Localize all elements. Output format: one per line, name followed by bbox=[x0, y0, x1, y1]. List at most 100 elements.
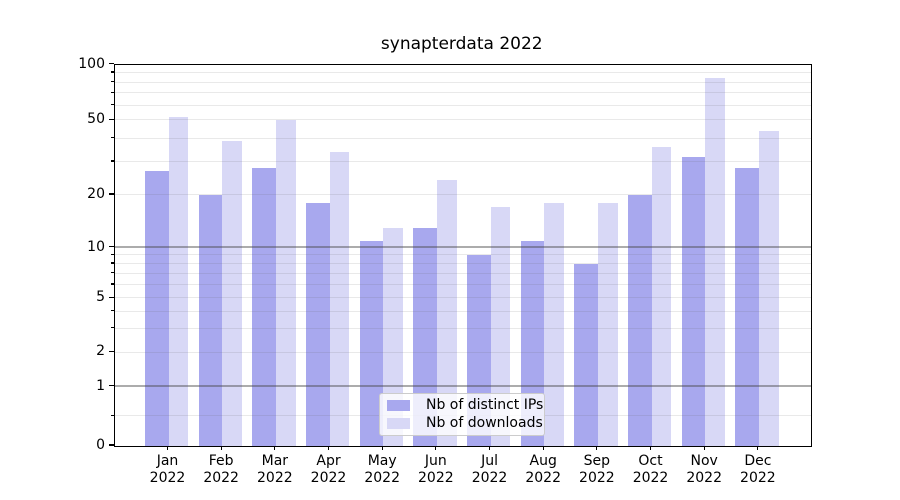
x-tick-mark-aug bbox=[542, 446, 544, 451]
x-tick-mark-jan bbox=[166, 446, 169, 451]
legend-entry-downloads: Nb of downloads bbox=[380, 415, 544, 431]
x-tick-label-nov: Nov 2022 bbox=[672, 453, 736, 489]
x-tick-mark-apr bbox=[327, 446, 330, 451]
x-tick-mark-feb bbox=[220, 446, 222, 451]
y-tick-label-2: 2 bbox=[96, 343, 105, 360]
y-gridline-minor-4 bbox=[114, 310, 811, 312]
bar-downloads-nov bbox=[705, 77, 725, 446]
x-tick-year: 2022 bbox=[364, 470, 400, 487]
bar-downloads-oct bbox=[651, 147, 672, 446]
x-tick-label-dec: Dec 2022 bbox=[726, 453, 790, 489]
y-tick-mark-0 bbox=[109, 444, 114, 446]
y-minor-tick-mark-50 bbox=[111, 118, 114, 120]
x-tick-year: 2022 bbox=[686, 470, 722, 487]
x-tick-year: 2022 bbox=[257, 470, 293, 487]
bar-downloads-mar bbox=[275, 120, 296, 446]
x-tick-year: 2022 bbox=[740, 470, 776, 487]
x-tick-month: Nov bbox=[690, 452, 718, 469]
y-minor-tick-mark-7 bbox=[111, 272, 114, 274]
x-tick-label-jul: Jul 2022 bbox=[458, 453, 522, 489]
x-tick-label-apr: Apr 2022 bbox=[297, 453, 361, 489]
y-tick-mark-1 bbox=[109, 385, 114, 387]
x-tick-month: Aug bbox=[529, 452, 557, 469]
bar-distinct-ips-may bbox=[359, 240, 384, 446]
y-minor-tick-mark-8 bbox=[111, 262, 114, 264]
x-tick-month: Jul bbox=[481, 452, 498, 469]
y-minor-tick-mark-20 bbox=[111, 193, 114, 195]
y-gridline-minor-20 bbox=[114, 194, 811, 195]
x-tick-mark-jun bbox=[435, 446, 437, 451]
x-tick-mark-dec bbox=[757, 446, 759, 451]
bar-distinct-ips-mar bbox=[252, 167, 276, 446]
x-tick-label-mar: Mar 2022 bbox=[243, 453, 307, 489]
y-minor-tick-mark-3 bbox=[111, 327, 114, 329]
x-tick-month: Dec bbox=[744, 452, 772, 469]
bar-downloads-jul bbox=[490, 207, 511, 446]
y-tick-label-20: 20 bbox=[87, 186, 105, 202]
bar-downloads-dec bbox=[758, 130, 779, 446]
x-tick-month: May bbox=[367, 452, 397, 469]
y-minor-tick-mark-6 bbox=[111, 283, 114, 285]
bar-distinct-ips-feb bbox=[198, 195, 223, 446]
y-minor-tick-mark-80 bbox=[111, 80, 114, 83]
y-minor-tick-mark-70 bbox=[111, 91, 114, 93]
y-tick-label-10: 10 bbox=[87, 238, 105, 255]
bar-distinct-ips-apr bbox=[306, 203, 330, 446]
x-tick-label-jan: Jan 2022 bbox=[136, 453, 200, 489]
y-gridline-minor-60 bbox=[114, 104, 811, 106]
bar-distinct-ips-dec bbox=[735, 167, 759, 446]
y-minor-tick-mark-2 bbox=[111, 350, 114, 353]
y-tick-label-0: 0 bbox=[96, 437, 105, 453]
bar-downloads-aug bbox=[544, 203, 564, 446]
y-gridline-minor-70 bbox=[114, 92, 811, 94]
bar-downloads-jun bbox=[436, 180, 457, 446]
y-tick-label-5: 5 bbox=[96, 289, 105, 306]
y-gridline-minor-9 bbox=[114, 254, 811, 256]
x-tick-label-may: May 2022 bbox=[350, 453, 414, 489]
legend-label: Nb of distinct IPs bbox=[426, 397, 544, 414]
y-minor-tick-mark-40 bbox=[111, 137, 114, 139]
legend-swatch-downloads bbox=[387, 417, 410, 429]
y-gridline-major-10 bbox=[114, 246, 811, 248]
x-tick-mark-jul bbox=[488, 446, 491, 451]
y-gridline-major-1 bbox=[114, 385, 811, 387]
x-tick-month: Oct bbox=[638, 452, 663, 469]
x-tick-month: Mar bbox=[261, 452, 289, 469]
x-tick-month: Sep bbox=[583, 452, 611, 469]
x-tick-label-jun: Jun 2022 bbox=[404, 453, 468, 489]
y-tick-label-50: 50 bbox=[87, 111, 105, 128]
bar-downloads-feb bbox=[222, 140, 242, 446]
x-tick-year: 2022 bbox=[525, 470, 561, 487]
x-tick-month: Apr bbox=[316, 452, 341, 469]
x-tick-mark-mar bbox=[274, 446, 276, 451]
x-tick-year: 2022 bbox=[203, 470, 239, 487]
y-gridline-minor-5 bbox=[114, 297, 811, 299]
x-tick-year: 2022 bbox=[149, 470, 186, 487]
bar-distinct-ips-nov bbox=[681, 156, 706, 446]
x-tick-mark-nov bbox=[703, 446, 705, 451]
y-minor-tick-mark-9 bbox=[111, 253, 114, 256]
x-tick-year: 2022 bbox=[310, 470, 347, 487]
bar-distinct-ips-jan bbox=[145, 170, 169, 446]
y-gridline-minor-3 bbox=[114, 327, 811, 329]
bar-downloads-apr bbox=[329, 151, 350, 446]
bar-downloads-sep bbox=[597, 203, 618, 446]
legend-entry-distinct-ips: Nb of distinct IPs bbox=[380, 397, 544, 413]
x-tick-label-feb: Feb 2022 bbox=[189, 453, 253, 489]
y-gridline-minor-8 bbox=[114, 263, 811, 264]
x-tick-month: Jan bbox=[156, 452, 179, 469]
bar-downloads-may bbox=[383, 227, 403, 446]
x-tick-label-sep: Sep 2022 bbox=[565, 453, 629, 489]
y-tick-mark-10 bbox=[109, 246, 114, 248]
bar-distinct-ips-jun bbox=[413, 227, 437, 446]
y-minor-tick-mark-5 bbox=[111, 296, 114, 298]
legend-swatch-distinct-ips bbox=[387, 399, 410, 411]
y-tick-label-100: 100 bbox=[78, 55, 105, 72]
y-minor-tick-mark-60 bbox=[111, 104, 114, 106]
x-tick-year: 2022 bbox=[418, 470, 454, 487]
y-gridline-minor-2 bbox=[114, 351, 811, 353]
y-gridline-minor-50 bbox=[114, 119, 811, 121]
bar-downloads-jan bbox=[168, 117, 189, 446]
plot-area bbox=[113, 63, 812, 447]
chart-title: synapterdata 2022 bbox=[380, 34, 543, 54]
